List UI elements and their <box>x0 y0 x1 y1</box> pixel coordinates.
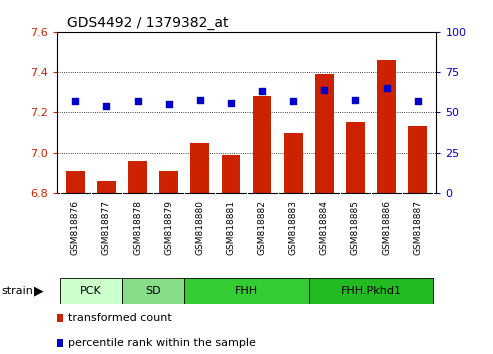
Point <box>165 102 173 107</box>
Point <box>320 87 328 93</box>
Text: transformed count: transformed count <box>68 313 171 323</box>
Bar <box>159 171 178 193</box>
Bar <box>184 278 309 304</box>
Text: strain: strain <box>1 286 33 296</box>
Text: GSM818886: GSM818886 <box>382 200 391 255</box>
Bar <box>190 143 209 193</box>
Bar <box>222 155 240 193</box>
Bar <box>284 132 303 193</box>
Bar <box>122 278 184 304</box>
Text: GSM818881: GSM818881 <box>226 200 236 255</box>
Bar <box>66 171 85 193</box>
Text: FHH: FHH <box>235 286 258 296</box>
Bar <box>377 60 396 193</box>
Text: SD: SD <box>145 286 161 296</box>
Text: GSM818885: GSM818885 <box>351 200 360 255</box>
Point <box>71 98 79 104</box>
Point <box>258 88 266 94</box>
Text: GSM818884: GSM818884 <box>320 200 329 255</box>
Text: PCK: PCK <box>80 286 102 296</box>
Bar <box>253 96 271 193</box>
Text: GSM818879: GSM818879 <box>164 200 173 255</box>
Text: GSM818876: GSM818876 <box>71 200 80 255</box>
Point <box>134 98 141 104</box>
Text: GSM818887: GSM818887 <box>413 200 422 255</box>
Point <box>289 98 297 104</box>
Point <box>414 98 422 104</box>
Point <box>196 97 204 102</box>
Text: FHH.Pkhd1: FHH.Pkhd1 <box>341 286 401 296</box>
Point <box>383 85 390 91</box>
Text: GDS4492 / 1379382_at: GDS4492 / 1379382_at <box>67 16 228 30</box>
Bar <box>128 161 147 193</box>
Bar <box>60 278 122 304</box>
Text: GSM818877: GSM818877 <box>102 200 111 255</box>
Text: percentile rank within the sample: percentile rank within the sample <box>68 338 255 348</box>
Point <box>103 103 110 109</box>
Bar <box>408 126 427 193</box>
Bar <box>315 74 334 193</box>
Text: GSM818880: GSM818880 <box>195 200 204 255</box>
Text: GSM818878: GSM818878 <box>133 200 142 255</box>
Text: GSM818882: GSM818882 <box>257 200 267 255</box>
Point <box>227 100 235 105</box>
Text: ▶: ▶ <box>34 285 43 298</box>
Bar <box>346 122 365 193</box>
Text: GSM818883: GSM818883 <box>289 200 298 255</box>
Point <box>352 97 359 102</box>
Bar <box>309 278 433 304</box>
Bar <box>97 181 116 193</box>
